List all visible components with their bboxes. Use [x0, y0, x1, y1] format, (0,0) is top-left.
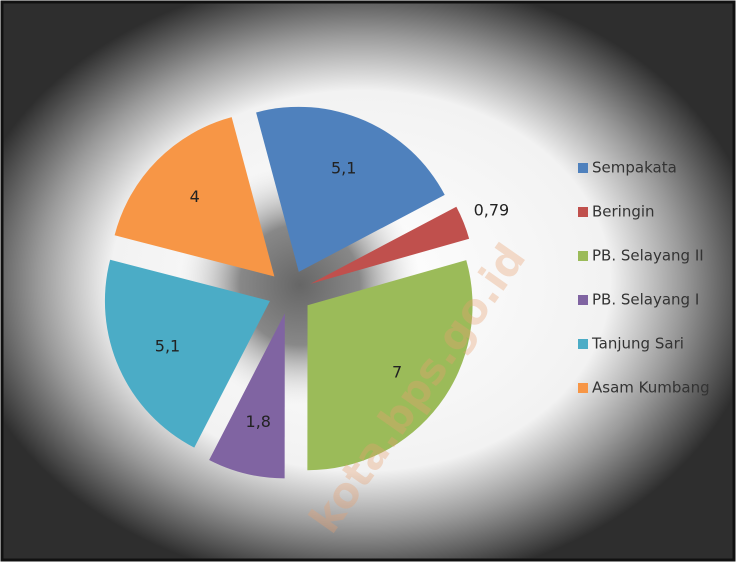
legend-label: PB. Selayang I — [592, 291, 699, 309]
legend-swatch — [578, 251, 588, 261]
legend-label: Beringin — [592, 203, 655, 221]
data-label: 5,1 — [331, 159, 356, 178]
legend: Sempakata Beringin PB. Selayang II PB. Sela… — [578, 159, 710, 397]
legend-swatch — [578, 295, 588, 305]
legend-swatch — [578, 339, 588, 349]
pie-slice — [104, 259, 270, 448]
legend-swatch — [578, 383, 588, 393]
data-label: 7 — [392, 362, 402, 381]
data-label: 0,79 — [474, 201, 510, 220]
data-label: 1,8 — [246, 412, 271, 431]
data-label: 5,1 — [155, 336, 180, 355]
pie: 5,1 0,79 7 1,8 5,1 4 — [104, 106, 510, 479]
legend-label: Sempakata — [592, 159, 677, 177]
pie-slice — [310, 206, 470, 284]
data-label: 4 — [190, 187, 200, 206]
legend-label: Tanjung Sari — [591, 335, 684, 353]
legend-swatch — [578, 207, 588, 217]
pie-slice — [209, 313, 285, 479]
legend-label: Asam Kumbang — [592, 379, 710, 397]
legend-label: PB. Selayang II — [592, 247, 704, 265]
legend-swatch — [578, 163, 588, 173]
pie-slice — [307, 260, 473, 471]
pie-slice — [256, 106, 445, 272]
pie-slice — [114, 117, 275, 277]
